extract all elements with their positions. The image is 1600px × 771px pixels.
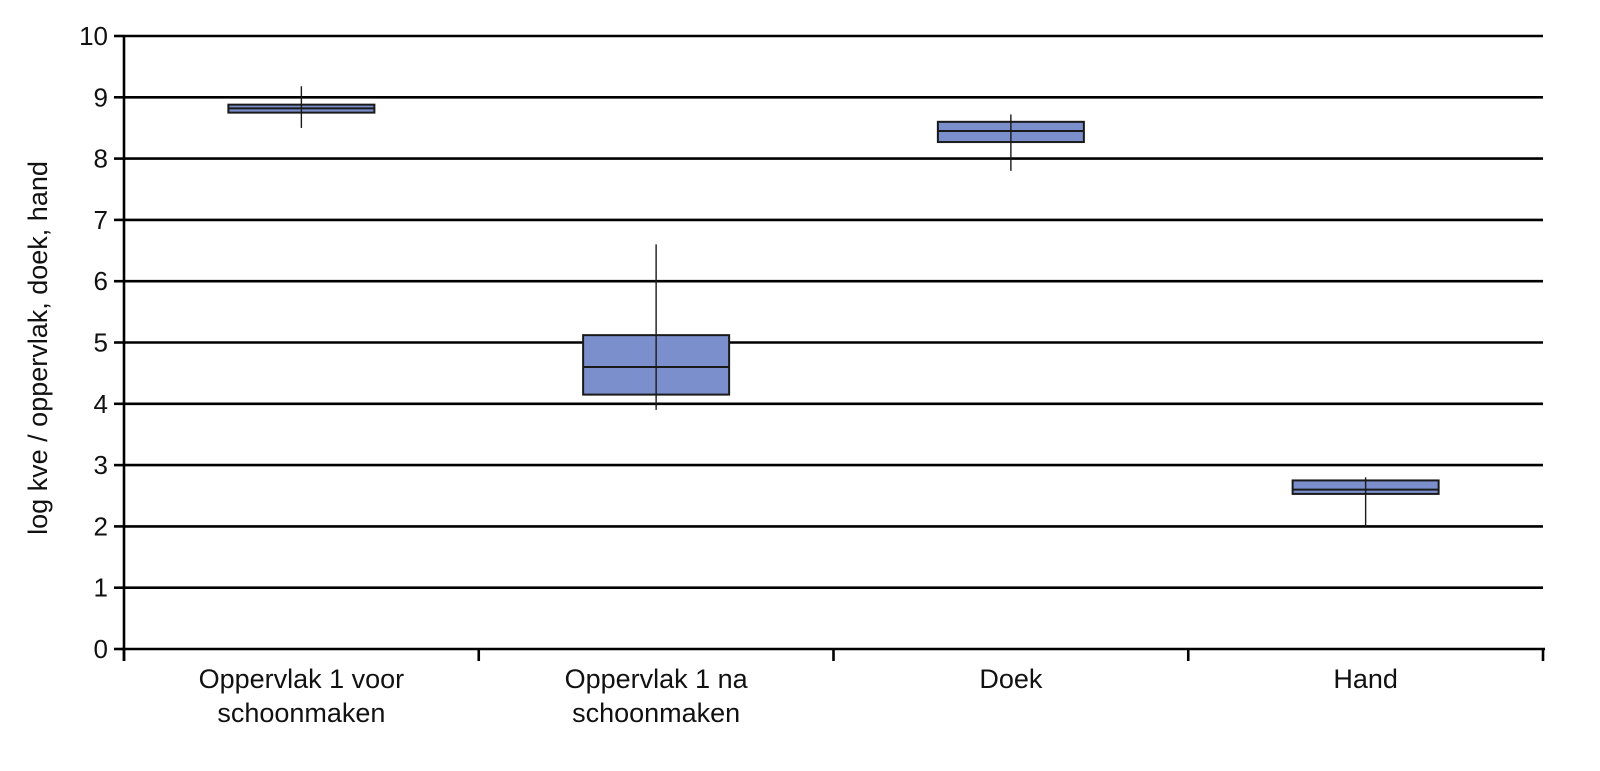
axes <box>114 34 1545 661</box>
y-tick-label: 10 <box>79 21 108 51</box>
y-axis-title: log kve / oppervlak, doek, hand <box>23 161 53 535</box>
gridlines <box>124 34 1543 590</box>
x-category-label: Doek <box>979 664 1043 694</box>
box-item <box>1291 477 1440 527</box>
labels: 0 1 2 3 4 5 6 7 8 9 10 Oppervlak 1 voor schoonmaken O… <box>79 21 1398 728</box>
y-tick-label: 9 <box>94 82 108 112</box>
y-tick-label: 5 <box>94 328 108 358</box>
y-tick-label: 6 <box>94 266 108 296</box>
x-category-label: schoonmaken <box>217 698 385 728</box>
box-item <box>227 86 376 128</box>
x-category-label: schoonmaken <box>572 698 740 728</box>
y-tick-label: 1 <box>94 573 108 603</box>
x-category-label: Hand <box>1333 664 1398 694</box>
y-tick-label: 3 <box>94 450 108 480</box>
y-tick-label: 7 <box>94 205 108 235</box>
x-category-label: Oppervlak 1 voor <box>199 664 405 694</box>
y-tick-label: 8 <box>94 144 108 174</box>
x-category-label: Oppervlak 1 na <box>565 664 749 694</box>
box-item <box>936 114 1085 171</box>
boxes <box>227 86 1440 527</box>
y-tick-label: 0 <box>94 634 108 664</box>
box-item <box>582 244 731 410</box>
y-tick-label: 2 <box>94 511 108 541</box>
y-tick-label: 4 <box>94 389 108 419</box>
